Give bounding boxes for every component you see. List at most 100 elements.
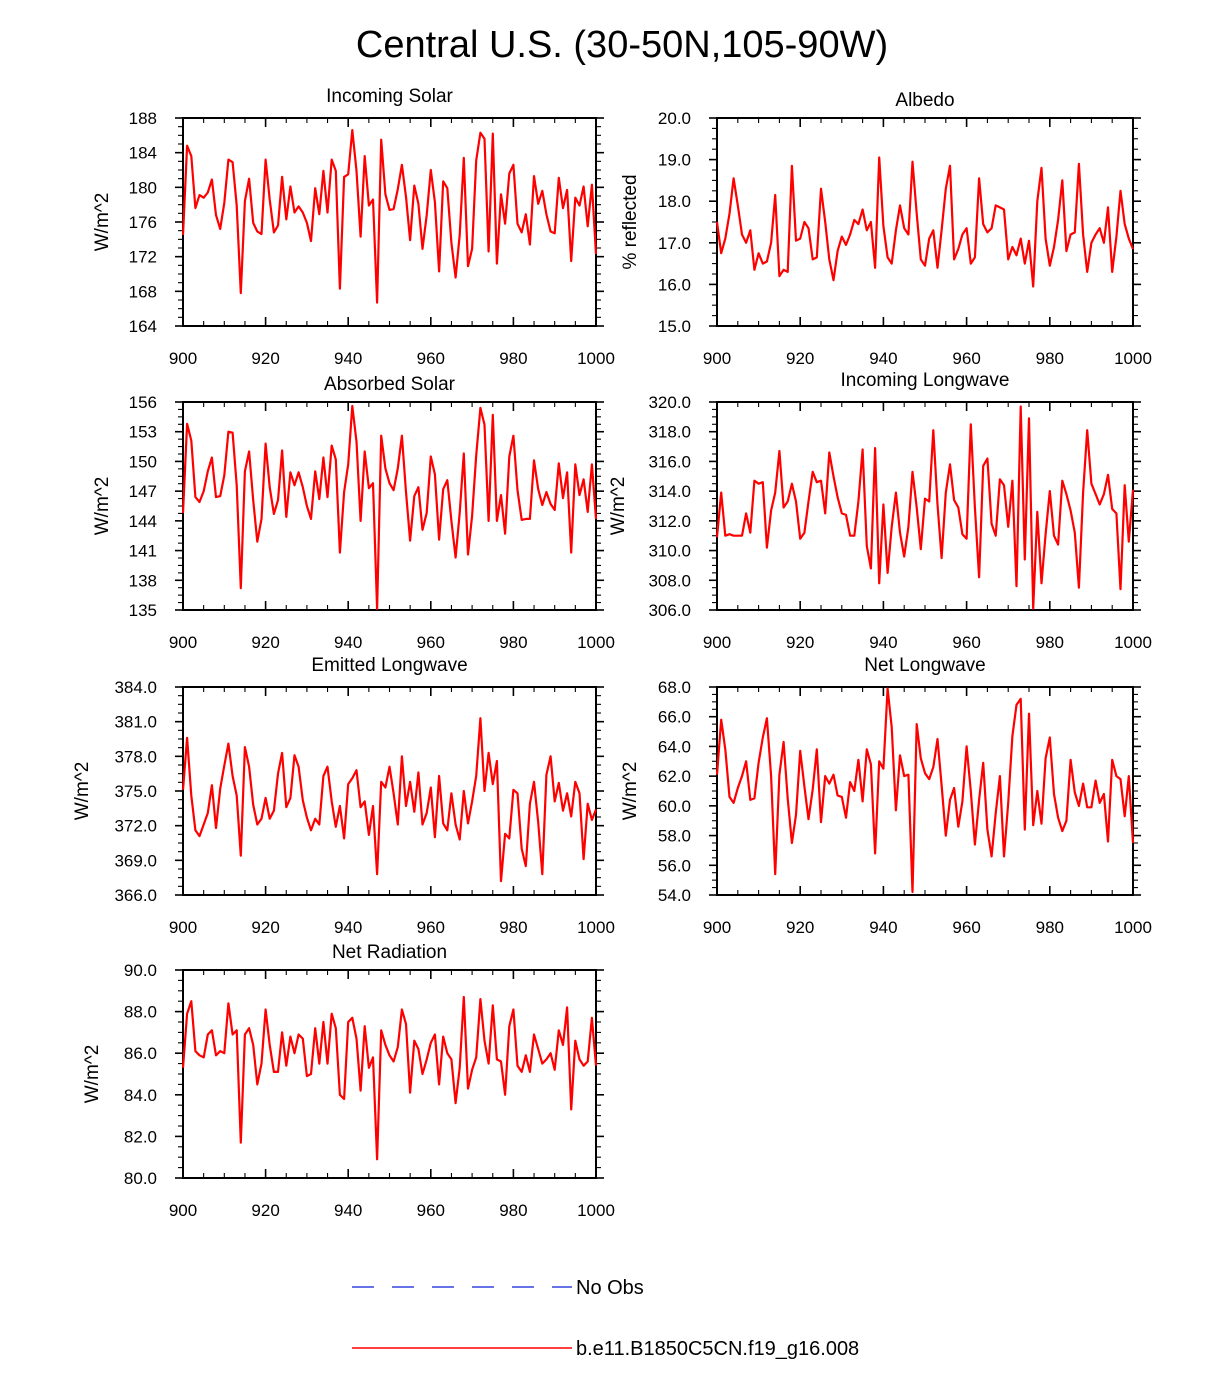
y-tick-label: 82.0 xyxy=(124,1127,157,1146)
y-tick-label: 16.0 xyxy=(658,275,691,294)
panel-title: Net Radiation xyxy=(332,942,447,963)
y-tick-label: 180 xyxy=(129,178,157,197)
y-tick-label: 168 xyxy=(129,282,157,301)
x-tick-label: 920 xyxy=(786,918,814,937)
y-tick-label: 138 xyxy=(129,571,157,590)
y-tick-label: 318.0 xyxy=(648,423,691,442)
panel-title: Incoming Solar xyxy=(326,86,453,107)
y-tick-label: 90.0 xyxy=(124,961,157,980)
panel-title: Net Longwave xyxy=(864,655,985,676)
x-tick-label: 920 xyxy=(251,349,279,368)
panel-net-longwave: Net Longwave W/m^2 900 920 940 960 980 1000 54.0… xyxy=(620,655,1152,937)
y-tick-label: 153 xyxy=(129,423,157,442)
y-tick-label: 369.0 xyxy=(114,851,157,870)
x-tick-label: 980 xyxy=(499,918,527,937)
y-axis-label: W/m^2 xyxy=(92,477,113,536)
series-line xyxy=(715,405,1135,610)
y-tick-label: 381.0 xyxy=(114,713,157,732)
y-tick-label: 176 xyxy=(129,213,157,232)
x-tick-label: 980 xyxy=(1036,349,1064,368)
y-tick-label: 84.0 xyxy=(124,1086,157,1105)
x-tick-label: 980 xyxy=(499,1201,527,1220)
x-tick-label: 1000 xyxy=(1114,633,1152,652)
x-tick-label: 940 xyxy=(334,918,362,937)
x-tick-label: 960 xyxy=(417,349,445,368)
panel-incoming-longwave: Incoming Longwave W/m^2 900 920 940 960 980 100… xyxy=(608,370,1152,652)
series-line xyxy=(181,129,598,304)
series-line xyxy=(181,717,598,883)
panel-albedo: Albedo % reflected 900 920 940 960 980 1000 15.0… xyxy=(620,90,1152,368)
x-tick-label: 940 xyxy=(869,349,897,368)
y-tick-label: 58.0 xyxy=(658,827,691,846)
x-tick-label: 960 xyxy=(417,918,445,937)
x-tick-label: 1000 xyxy=(1114,349,1152,368)
y-tick-label: 15.0 xyxy=(658,317,691,336)
panel-title: Emitted Longwave xyxy=(311,655,467,676)
y-tick-label: 312.0 xyxy=(648,512,691,531)
x-tick-label: 940 xyxy=(334,1201,362,1220)
x-tick-label: 920 xyxy=(786,633,814,652)
y-tick-label: 172 xyxy=(129,248,157,267)
x-tick-label: 940 xyxy=(869,633,897,652)
x-tick-label: 920 xyxy=(786,349,814,368)
y-tick-label: 384.0 xyxy=(114,678,157,697)
y-tick-label: 80.0 xyxy=(124,1169,157,1188)
x-tick-label: 900 xyxy=(703,349,731,368)
series-line xyxy=(181,404,598,611)
panel-title: Incoming Longwave xyxy=(841,370,1010,391)
x-tick-label: 980 xyxy=(1036,633,1064,652)
y-tick-label: 141 xyxy=(129,542,157,561)
x-tick-label: 960 xyxy=(417,633,445,652)
y-tick-label: 68.0 xyxy=(658,678,691,697)
x-tick-label: 900 xyxy=(169,633,197,652)
y-tick-label: 306.0 xyxy=(648,601,691,620)
y-tick-label: 310.0 xyxy=(648,542,691,561)
series-line xyxy=(181,995,598,1161)
panel-net-radiation: Net Radiation W/m^2 900 920 940 960 980 1000 80.… xyxy=(82,942,615,1220)
y-axis-label: W/m^2 xyxy=(608,477,629,536)
series-line xyxy=(715,156,1135,288)
y-tick-label: 20.0 xyxy=(658,109,691,128)
x-tick-label: 940 xyxy=(334,349,362,368)
x-tick-label: 920 xyxy=(251,1201,279,1220)
y-tick-label: 66.0 xyxy=(658,708,691,727)
panel-title: Albedo xyxy=(895,90,954,111)
x-tick-label: 1000 xyxy=(577,918,615,937)
y-tick-label: 144 xyxy=(129,512,157,531)
x-tick-label: 980 xyxy=(499,633,527,652)
x-tick-label: 960 xyxy=(417,1201,445,1220)
x-tick-label: 1000 xyxy=(577,633,615,652)
panel-incoming-solar: Incoming Solar W/m^2 900 920 940 960 980 1000 16… xyxy=(92,86,615,368)
y-tick-label: 54.0 xyxy=(658,886,691,905)
legend: No Obs b.e11.B1850C5CN.f19_g16.008 xyxy=(352,1277,859,1360)
y-axis-label: W/m^2 xyxy=(82,1045,103,1104)
y-tick-label: 19.0 xyxy=(658,151,691,170)
x-tick-label: 960 xyxy=(952,349,980,368)
x-tick-label: 920 xyxy=(251,633,279,652)
y-tick-label: 147 xyxy=(129,482,157,501)
y-tick-label: 88.0 xyxy=(124,1003,157,1022)
panel-absorbed-solar: Absorbed Solar W/m^2 900 920 940 960 980 1000 13… xyxy=(92,374,615,652)
x-tick-label: 980 xyxy=(1036,918,1064,937)
y-tick-label: 308.0 xyxy=(648,571,691,590)
y-tick-label: 378.0 xyxy=(114,747,157,766)
y-tick-label: 366.0 xyxy=(114,886,157,905)
panel-emitted-longwave: Emitted Longwave W/m^2 900 920 940 960 980 1000… xyxy=(72,655,615,937)
x-tick-label: 960 xyxy=(952,918,980,937)
x-tick-label: 960 xyxy=(952,633,980,652)
plot-frame xyxy=(182,969,597,1179)
y-tick-label: 17.0 xyxy=(658,234,691,253)
y-tick-label: 135 xyxy=(129,601,157,620)
x-tick-label: 920 xyxy=(251,918,279,937)
y-tick-label: 60.0 xyxy=(658,797,691,816)
plot-frame xyxy=(716,117,1134,327)
x-tick-label: 1000 xyxy=(1114,918,1152,937)
y-tick-label: 86.0 xyxy=(124,1044,157,1063)
y-tick-label: 188 xyxy=(129,109,157,128)
x-tick-label: 1000 xyxy=(577,1201,615,1220)
x-tick-label: 900 xyxy=(169,918,197,937)
legend-label-model: b.e11.B1850C5CN.f19_g16.008 xyxy=(576,1338,859,1360)
plot-frame xyxy=(182,401,597,611)
x-tick-label: 940 xyxy=(334,633,362,652)
